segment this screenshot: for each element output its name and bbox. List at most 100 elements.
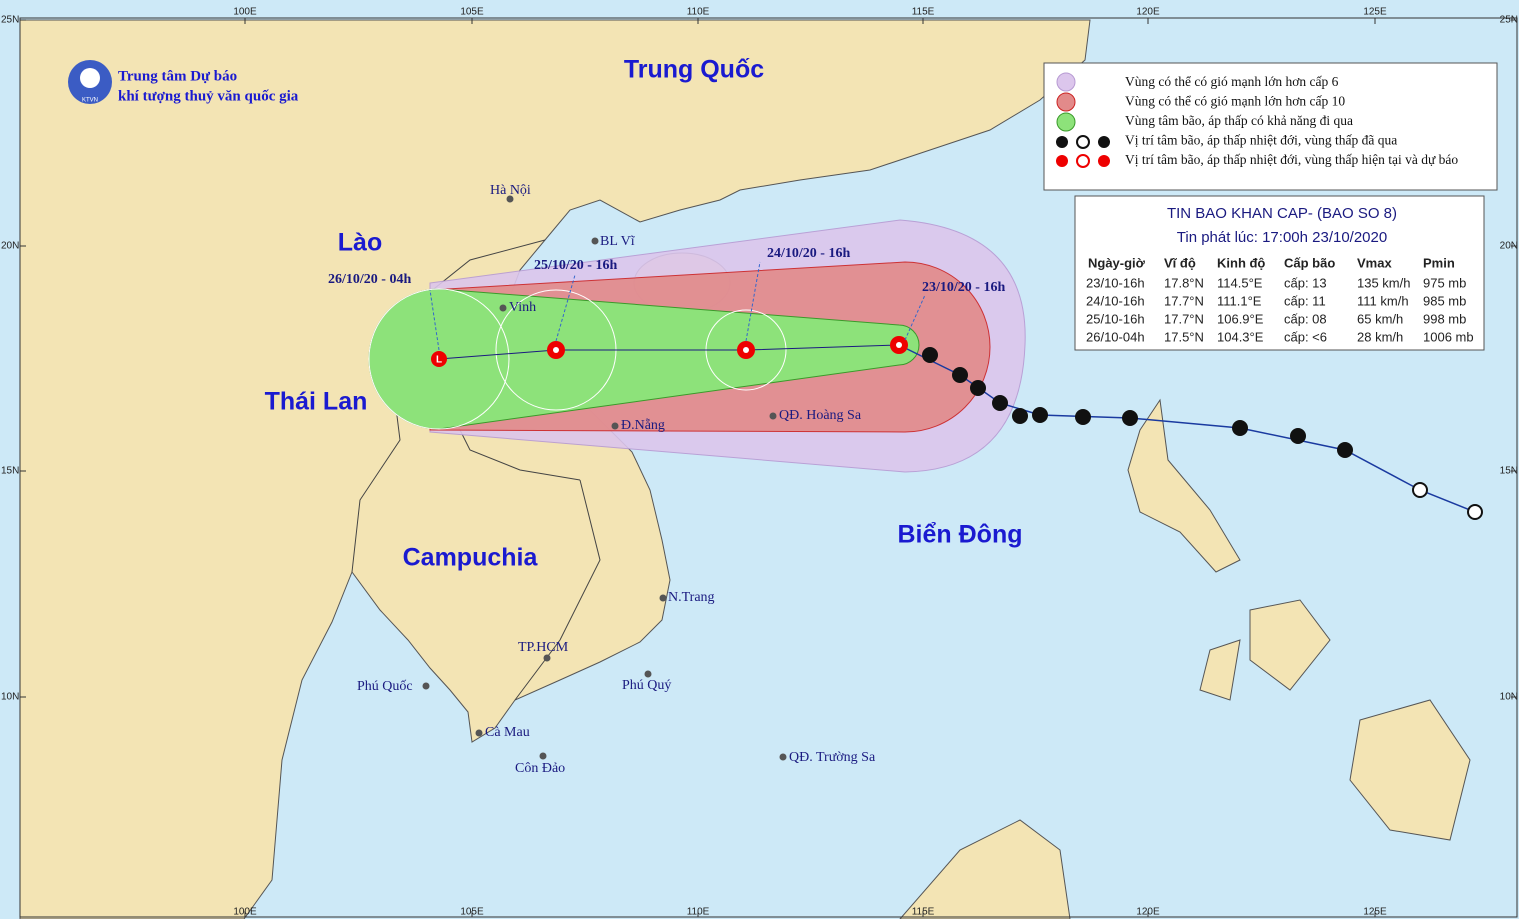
table-cell: 17.5°N: [1164, 329, 1204, 344]
place-label: BL Vĩ: [600, 234, 636, 249]
table-cell: 17.8°N: [1164, 275, 1204, 290]
luzon: [1127, 398, 1241, 573]
org-name: khí tượng thuỷ văn quốc gia: [118, 88, 299, 104]
place-label: Cà Mau: [485, 725, 530, 740]
place-dot: [475, 729, 483, 737]
logo: KTVN: [68, 60, 112, 104]
lon-label: 125E: [1363, 7, 1387, 18]
place-label: N.Trang: [668, 590, 715, 605]
table-cell: 111.1°E: [1217, 293, 1262, 308]
table-cell: 23/10-16h: [1086, 275, 1145, 290]
low-symbol: L: [436, 355, 442, 366]
place-label: QĐ. Trường Sa: [789, 750, 876, 765]
region-label: Campuchia: [403, 544, 539, 572]
table-header: Vĩ độ: [1164, 255, 1196, 270]
table-cell: 985 mb: [1423, 293, 1466, 308]
place-dot: [591, 237, 599, 245]
place-dot: [611, 422, 619, 430]
legend-item: Vị trí tâm bão, áp thấp nhiệt đới, vùng …: [1125, 152, 1458, 167]
table-header: Pmin: [1423, 255, 1455, 270]
lon-label: 100E: [233, 7, 257, 18]
forecast-time: 24/10/20 - 16h: [767, 246, 850, 261]
region-label: Biển Đông: [898, 521, 1023, 549]
table-header: Cấp bão: [1284, 255, 1335, 270]
table-cell: 998 mb: [1423, 311, 1466, 326]
lat-label: 10N: [1500, 692, 1518, 703]
lat-label: 20N: [1, 241, 19, 252]
table-cell: 111 km/h: [1357, 293, 1409, 308]
lon-label: 115E: [912, 7, 935, 18]
table-header: Vmax: [1357, 255, 1392, 270]
table-cell: 24/10-16h: [1086, 293, 1145, 308]
lat-label: 20N: [1500, 241, 1518, 252]
philippines: [1199, 599, 1471, 841]
mainland: [19, 19, 1091, 919]
table-header: Kinh độ: [1217, 255, 1265, 270]
place-dot: [769, 412, 777, 420]
table-cell: 17.7°N: [1164, 293, 1204, 308]
lat-label: 10N: [1, 692, 19, 703]
table-cell: 1006 mb: [1423, 329, 1474, 344]
place-dot: [499, 304, 507, 312]
region-label: Trung Quốc: [624, 56, 764, 84]
place-label: Phú Quốc: [357, 679, 413, 694]
place-dot: [539, 752, 547, 760]
past-positions: [922, 347, 1483, 520]
place-label: Phú Quý: [622, 678, 671, 693]
table-cell: 26/10-04h: [1086, 329, 1145, 344]
table-cell: cấp: 08: [1284, 311, 1327, 326]
legend-item: Vị trí tâm bão, áp thấp nhiệt đới, vùng …: [1125, 133, 1397, 148]
place-dot: [422, 682, 430, 690]
forecast-time: 23/10/20 - 16h: [922, 280, 1005, 295]
place-label: Vinh: [509, 300, 536, 315]
uncertainty-circle: [368, 288, 510, 430]
forecast-time: 26/10/20 - 04h: [328, 272, 411, 287]
legend-item: Vùng có thể có gió mạnh lớn hơn cấp 6: [1125, 74, 1339, 89]
lon-label: 110E: [687, 7, 710, 18]
table-cell: 114.5°E: [1217, 275, 1263, 290]
place-dot: [644, 670, 652, 678]
table-cell: 104.3°E: [1217, 329, 1264, 344]
borneo: [899, 819, 1071, 919]
org-name: Trung tâm Dự báo: [118, 68, 237, 84]
forecast-track: [438, 344, 900, 360]
place-label: QĐ. Hoàng Sa: [779, 408, 862, 423]
place-dot: [543, 654, 551, 662]
table-cell: 135 km/h: [1357, 275, 1410, 290]
table-cell: cấp: 11: [1284, 293, 1326, 308]
bulletin-title: TIN BAO KHAN CAP- (BAO SO 8): [1167, 205, 1397, 222]
table-cell: 28 km/h: [1357, 329, 1403, 344]
forecast-positions: [431, 336, 908, 367]
lat-label: 15N: [1500, 466, 1518, 477]
lon-label: 105E: [460, 7, 484, 18]
table-cell: 975 mb: [1423, 275, 1466, 290]
legend-box: [1043, 62, 1498, 191]
place-label: Côn Đảo: [515, 761, 565, 776]
forecast-leaders: [429, 261, 926, 351]
place-dot: [779, 753, 787, 761]
place-label: Hà Nội: [490, 183, 531, 198]
region-label: Lào: [338, 229, 382, 257]
table-cell: 65 km/h: [1357, 311, 1403, 326]
table-header: Ngày-giờ: [1088, 255, 1146, 270]
bulletin-issued: Tin phát lúc: 17:00h 23/10/2020: [1177, 229, 1387, 246]
legend-item: Vùng có thể có gió mạnh lớn hơn cấp 10: [1125, 94, 1345, 109]
place-label: Đ.Nẵng: [621, 418, 665, 433]
legend-item: Vùng tâm bão, áp thấp có khả năng đi qua: [1125, 113, 1353, 128]
table-cell: cấp: 13: [1284, 275, 1327, 290]
logo-text: KTVN: [82, 98, 98, 104]
lat-label: 25N: [1500, 15, 1518, 26]
place-dot: [506, 195, 514, 203]
table-cell: 25/10-16h: [1086, 311, 1145, 326]
lat-label: 15N: [1, 466, 19, 477]
place-dot: [659, 594, 667, 602]
place-label: TP.HCM: [518, 640, 569, 655]
lat-label: 25N: [1, 15, 19, 26]
forecast-time: 25/10/20 - 16h: [534, 258, 617, 273]
lon-label: 120E: [1136, 7, 1160, 18]
table-cell: 17.7°N: [1164, 311, 1204, 326]
table-cell: cấp: <6: [1284, 329, 1327, 344]
legend-swatches: [1056, 72, 1110, 168]
bulletin-box: [1074, 195, 1485, 351]
